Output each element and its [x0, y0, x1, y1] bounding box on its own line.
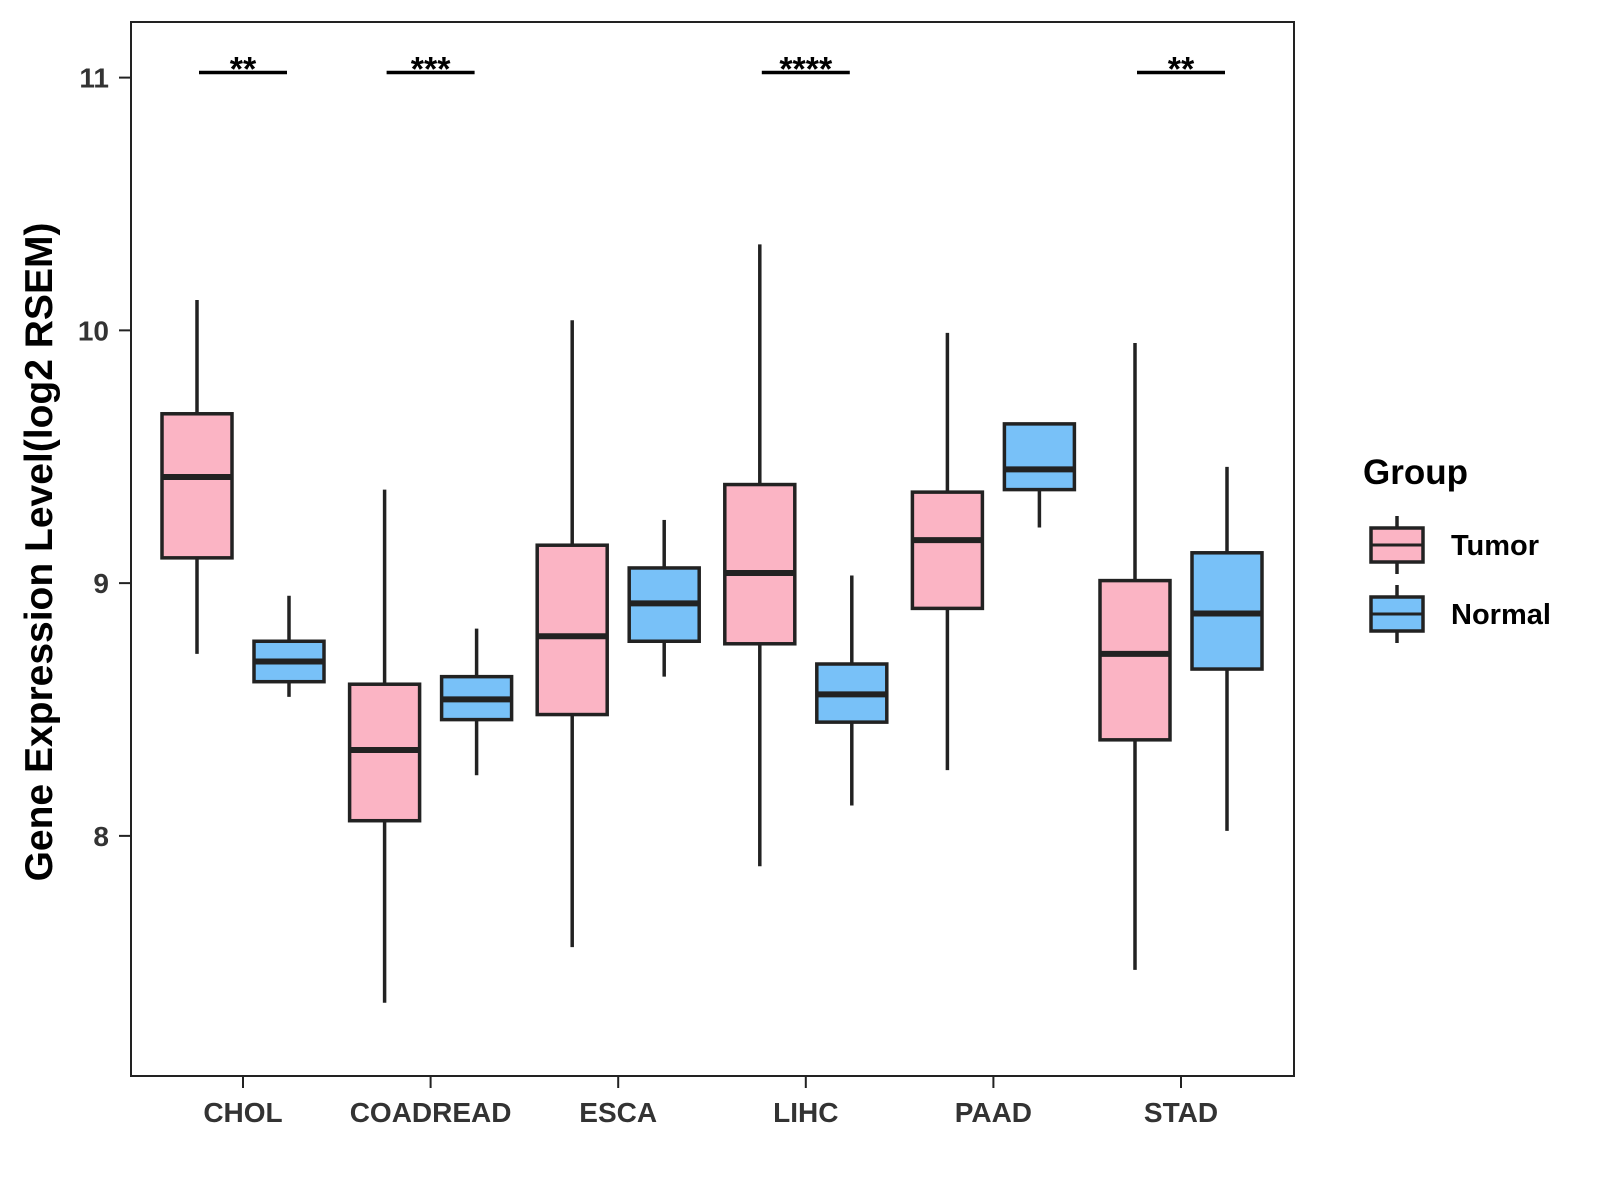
box-tumor-lihc: [723, 482, 797, 646]
y-tick-label-10: 10: [78, 315, 109, 346]
box-tumor-chol: [160, 412, 234, 560]
significance-label-chol: **: [230, 51, 257, 89]
x-tick-label-esca: ESCA: [579, 1097, 657, 1128]
y-tick-label-8: 8: [93, 821, 109, 852]
legend-label-normal: Normal: [1451, 599, 1551, 631]
box-tumor-paad: [910, 490, 985, 611]
x-tick-label-chol: CHOL: [203, 1097, 282, 1128]
legend: Group Tumor Normal: [1363, 453, 1551, 643]
box-tumor-esca: [535, 543, 609, 717]
plot-layer: ** *** **** **: [160, 51, 1264, 1003]
significance-label-stad: **: [1168, 51, 1195, 89]
box-normal-paad: [1002, 422, 1077, 492]
y-tick-label-11: 11: [79, 63, 109, 94]
x-tick-label-coadread: COADREAD: [350, 1097, 512, 1128]
legend-title: Group: [1363, 453, 1468, 492]
x-tick-label-lihc: LIHC: [773, 1097, 838, 1128]
box-tumor-stad: [1098, 578, 1172, 742]
panel-border: [130, 21, 1295, 1077]
x-tick-label-paad: PAAD: [955, 1097, 1032, 1128]
y-tick-label-9: 9: [93, 568, 109, 599]
axes-layer: 8 9 10 11 CHOL COADREAD ESCA LIHC PAAD STAD: [78, 63, 1218, 1128]
legend-label-tumor: Tumor: [1451, 530, 1539, 562]
x-tick-label-stad: STAD: [1144, 1097, 1218, 1128]
significance-label-lihc: ****: [779, 51, 833, 89]
y-axis-label: Gene Expression Level(log2 RSEM): [18, 223, 61, 882]
significance-label-coadread: ***: [411, 51, 451, 89]
